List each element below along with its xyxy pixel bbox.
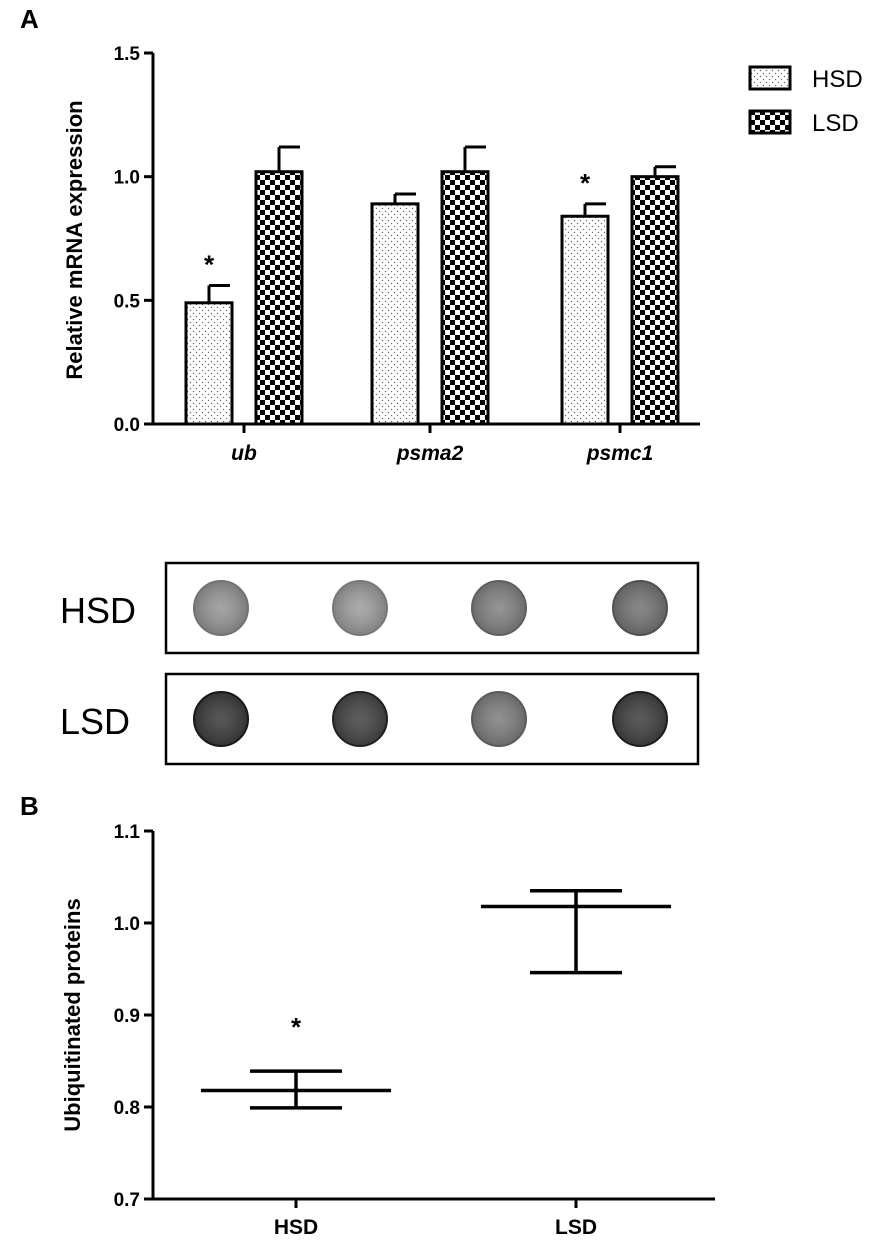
bar-hsd-psma2 [370,202,420,426]
significance-marker: * [580,168,591,198]
y-tick-label: 0.0 [114,415,140,436]
significance-marker: * [291,1012,302,1042]
bar-lsd-psma2 [440,170,490,426]
chart-a-legend: HSD LSD [748,65,863,137]
blot-dot-shade [614,582,666,634]
chart-a: 0.0 0.5 1.0 1.5 ub psma2 psmc1 * * [114,44,700,465]
blot-strip-hsd [164,561,700,655]
legend-label-lsd: LSD [812,110,859,137]
significance-marker: * [204,249,215,279]
bar-lsd-psmc1 [630,175,680,426]
x-tick-label: HSD [274,1216,318,1239]
blot-row-label: HSD [60,590,136,631]
blot-dot-shade [334,582,386,634]
x-tick-label: psma2 [396,442,464,465]
legend-label-hsd: HSD [812,66,863,93]
blot-dot-shade [614,693,666,745]
legend-swatch-hsd [748,65,792,91]
y-tick-label: 0.5 [114,291,141,312]
bar-hsd-ub [184,301,234,426]
y-tick-label: 1.0 [114,914,140,935]
y-tick-label: 1.1 [114,822,141,843]
bar-lsd-ub [254,170,304,426]
blot-row-label: LSD [60,701,130,742]
blot-dot-shade [195,582,247,634]
chart-b-ylabel: Ubiquitinated proteins [60,898,85,1131]
blot-dot-shade [473,693,525,745]
panel-label-a: A [20,4,39,34]
dot-blot: HSD LSD [60,561,700,766]
x-tick-label: LSD [555,1216,597,1239]
blot-dot-shade [473,582,525,634]
y-tick-label: 0.9 [114,1006,140,1027]
blot-dot-shade [334,693,386,745]
y-tick-label: 1.0 [114,168,140,189]
x-tick-label: psmc1 [586,442,654,465]
legend-swatch-lsd [748,109,792,135]
panel-label-b: B [20,791,39,821]
blot-strip-lsd [164,672,700,766]
bar-hsd-psmc1 [560,214,610,426]
chart-b: 0.7 0.8 0.9 1.0 1.1 HSD LSD * [114,822,715,1239]
y-tick-label: 0.7 [114,1190,140,1211]
y-tick-label: 0.8 [114,1098,140,1119]
y-tick-label: 1.5 [114,44,141,65]
blot-dot-shade [195,693,247,745]
x-tick-label: ub [231,442,257,465]
chart-a-ylabel: Relative mRNA expression [62,100,87,379]
